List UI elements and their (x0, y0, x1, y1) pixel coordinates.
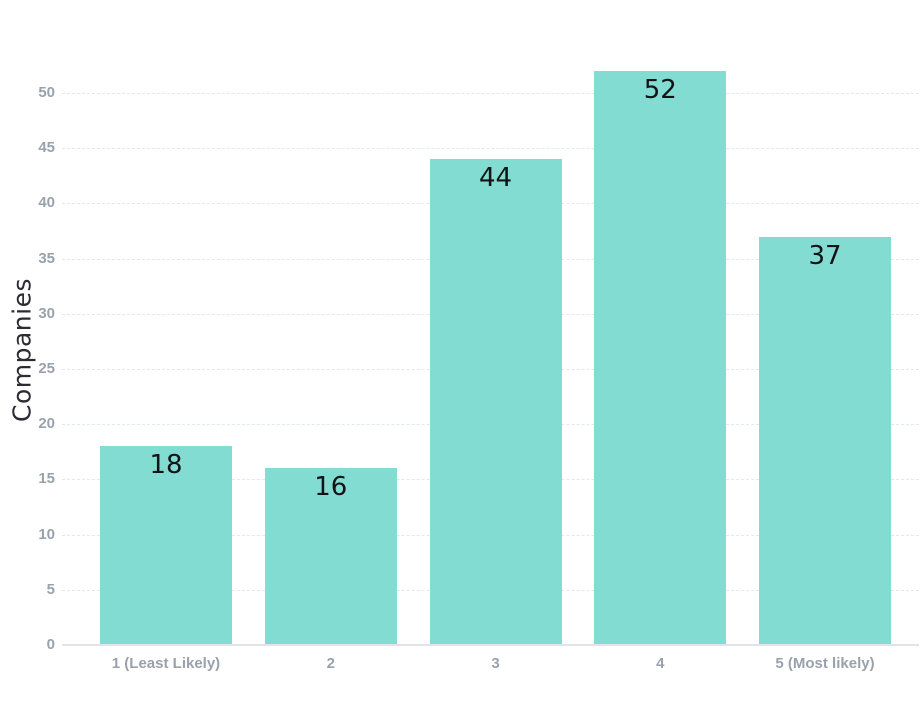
x-tick-label: 5 (Most likely) (775, 655, 875, 672)
bar-value-label: 44 (478, 163, 513, 194)
x-tick-label: 2 (326, 655, 335, 672)
y-tick-label: 45 (38, 139, 55, 157)
bar-value-label: 52 (643, 74, 677, 105)
y-tick-label: 25 (38, 360, 55, 377)
y-tick-label: 10 (38, 525, 55, 543)
y-tick-label: 40 (38, 194, 55, 212)
gridline (62, 148, 919, 150)
y-tick-label: 50 (38, 84, 55, 101)
bar-value-label: 37 (808, 240, 842, 271)
x-tick-label: 1 (Least Likely) (111, 655, 221, 672)
y-tick-label: 35 (38, 249, 55, 267)
bar[interactable] (759, 236, 891, 644)
bar-value-label: 18 (149, 450, 183, 481)
bar-value-label: 16 (314, 472, 348, 503)
x-tick-label: 3 (491, 655, 500, 672)
y-tick-label: 20 (38, 415, 55, 433)
bar[interactable] (594, 70, 727, 644)
gridline (62, 93, 919, 94)
y-tick-label: 15 (38, 470, 55, 488)
y-tick-label: 30 (38, 304, 55, 322)
x-axis-line (62, 644, 919, 646)
y-tick-label: 0 (46, 636, 55, 653)
bar[interactable] (429, 159, 562, 644)
bar[interactable] (100, 446, 232, 644)
bar[interactable] (264, 468, 397, 644)
y-tick-label: 5 (46, 580, 55, 598)
x-tick-label: 4 (656, 655, 665, 672)
y-axis-title: Companies (7, 278, 37, 422)
